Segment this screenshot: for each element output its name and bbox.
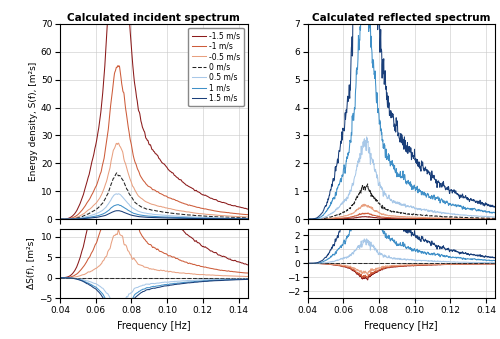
X-axis label: Frequency [Hz]: Frequency [Hz] bbox=[364, 320, 438, 331]
Legend: -1.5 m/s, -1 m/s, -0.5 m/s, 0 m/s, 0.5 m/s, 1 m/s, 1.5 m/s: -1.5 m/s, -1 m/s, -0.5 m/s, 0 m/s, 0.5 m… bbox=[188, 27, 244, 106]
X-axis label: Frequency [Hz]: Frequency [Hz] bbox=[117, 320, 190, 331]
Title: Calculated incident spectrum: Calculated incident spectrum bbox=[68, 13, 240, 23]
Y-axis label: ΔS(f), [m²s]: ΔS(f), [m²s] bbox=[28, 238, 36, 289]
Y-axis label: Energy density, S(f), [m²s]: Energy density, S(f), [m²s] bbox=[29, 62, 38, 181]
Title: Calculated reflected spectrum: Calculated reflected spectrum bbox=[312, 13, 490, 23]
